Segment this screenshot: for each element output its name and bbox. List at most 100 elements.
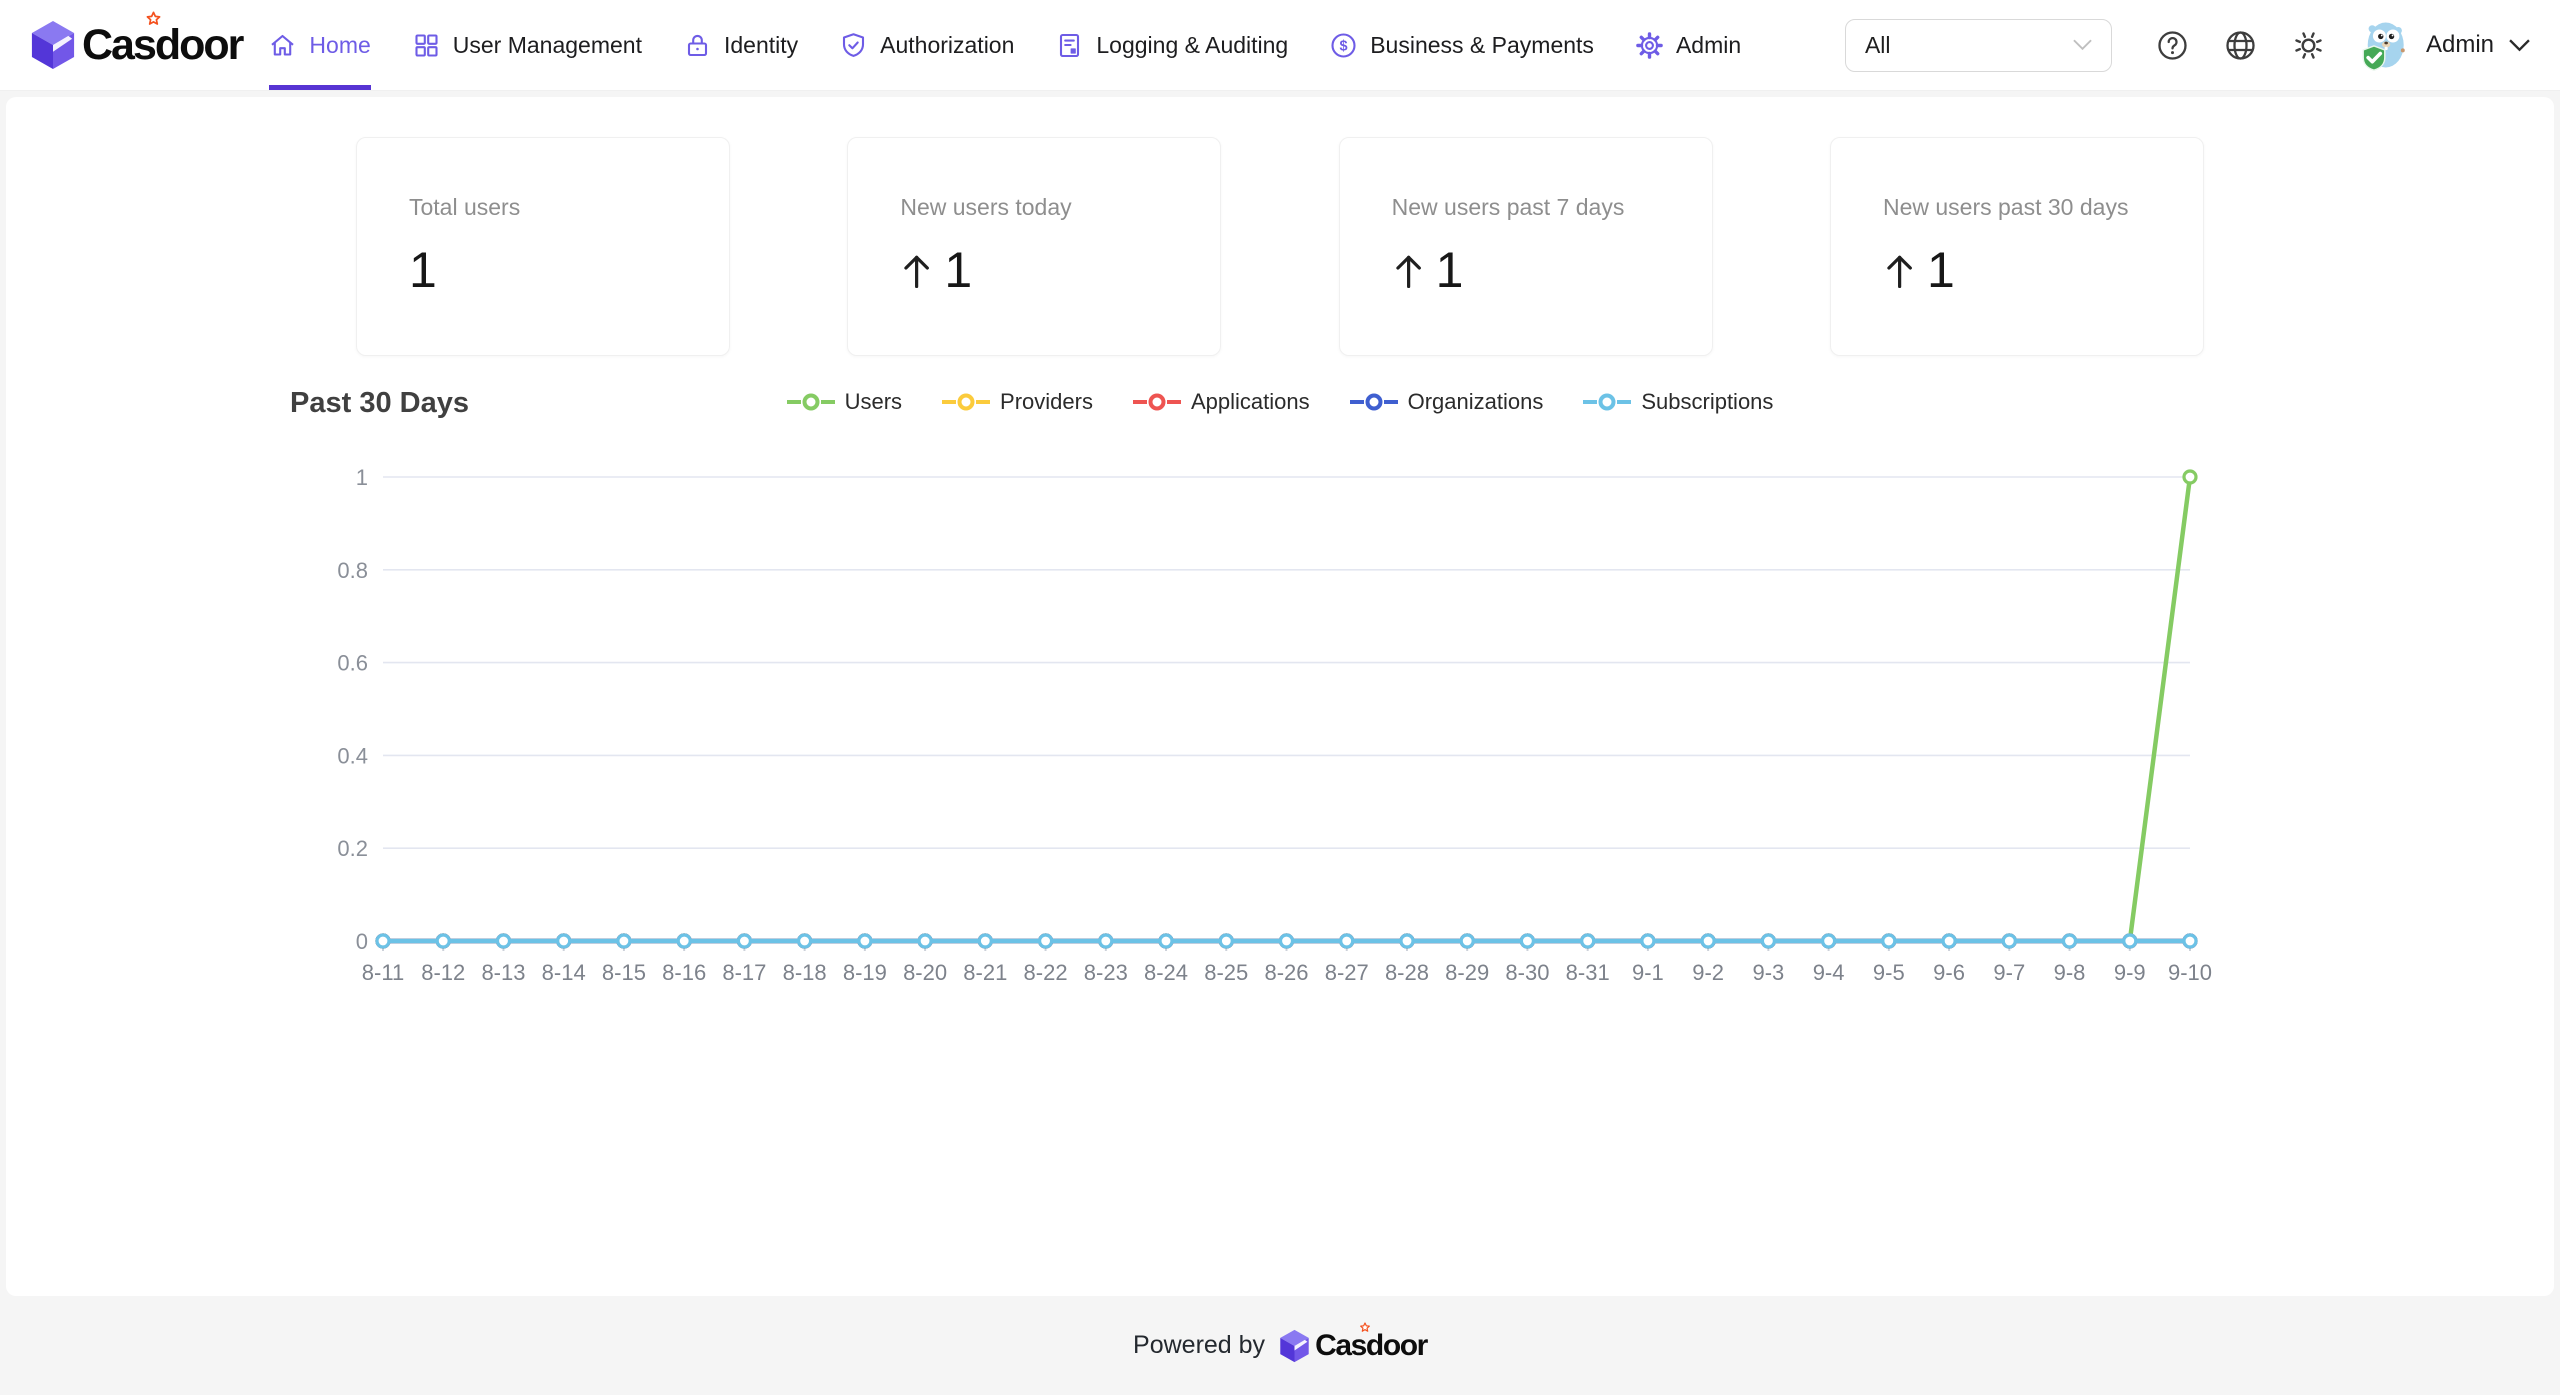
nav-item-user-management[interactable]: User Management	[392, 0, 663, 90]
legend-organizations[interactable]: Organizations	[1349, 389, 1544, 415]
stat-card-total-users: Total users 1	[356, 137, 730, 356]
data-point-subscriptions	[857, 933, 873, 949]
casdoor-logo[interactable]: Casdoor	[30, 11, 244, 70]
theme-sun-button[interactable]	[2288, 24, 2330, 66]
data-point-users	[2182, 469, 2198, 485]
x-tick-label: 9-8	[2054, 960, 2086, 985]
dashboard-line-chart: 00.20.40.60.818-11 8-12 8-13 8-14 8-15 8-16 8-…	[337, 465, 2212, 985]
nav-item-label: Logging & Auditing	[1096, 31, 1289, 58]
data-point-subscriptions	[1037, 933, 1054, 949]
legend-subscriptions[interactable]: Subscriptions	[1583, 389, 1773, 415]
legend-users[interactable]: Users	[786, 389, 903, 415]
nav-item-logging-auditing[interactable]: Logging & Auditing	[1035, 0, 1309, 90]
data-point-subscriptions	[1339, 933, 1355, 949]
legend-applications[interactable]: Applications	[1132, 389, 1310, 415]
data-point-subscriptions	[1278, 933, 1295, 949]
data-point-subscriptions	[2061, 933, 2078, 949]
data-point-subscriptions	[797, 933, 813, 949]
data-point-subscriptions	[435, 933, 451, 949]
logo-star-icon	[146, 11, 161, 25]
organization-select-value: All	[1864, 31, 1891, 58]
x-tick-label: 9-4	[1813, 960, 1845, 985]
user-name[interactable]: Admin	[2425, 31, 2494, 58]
data-point-subscriptions	[1098, 933, 1114, 949]
x-tick-label: 8-28	[1385, 960, 1429, 985]
legend-label: Providers	[1000, 389, 1093, 414]
stat-number: 1	[1435, 242, 1464, 298]
x-axis-labels: 8-11 8-12 8-13 8-14 8-15 8-16 8-17 8-18 8-19 8-20…	[362, 960, 2212, 985]
data-point-subscriptions	[676, 933, 692, 949]
legend-label: Organizations	[1407, 389, 1544, 414]
data-point-subscriptions	[616, 933, 632, 949]
arrow-up-icon	[1392, 252, 1426, 290]
x-tick-label: 8-11	[362, 960, 404, 985]
x-tick-label: 8-14	[542, 960, 586, 985]
footer-casdoor-logo[interactable]: Casdoor	[1279, 1321, 1428, 1363]
data-point-subscriptions	[1640, 933, 1656, 949]
language-globe-button[interactable]	[2220, 24, 2262, 66]
stat-value: 1	[409, 243, 699, 298]
x-tick-label: 8-26	[1264, 960, 1308, 985]
y-tick-label: 0.2	[337, 836, 368, 861]
nav-item-identity[interactable]: Identity	[663, 0, 819, 90]
y-tick-label: 0.4	[337, 743, 368, 768]
x-tick-label: 8-21	[963, 960, 1007, 985]
language-globe-icon	[2225, 30, 2256, 61]
series-subscriptions	[375, 933, 2198, 949]
chevron-down-icon	[2073, 39, 2092, 51]
page-footer: Powered by Casdoor	[0, 1296, 2560, 1395]
nav-item-admin[interactable]: Admin	[1615, 0, 1762, 90]
casdoor-cube-icon	[1280, 1329, 1309, 1362]
legend-label: Subscriptions	[1641, 389, 1774, 414]
x-tick-label: 8-18	[783, 960, 827, 985]
footer-logo-text: Casdoor	[1315, 1328, 1428, 1362]
arrow-up-icon	[900, 252, 934, 290]
nav-item-label: Business & Payments	[1370, 31, 1594, 58]
data-point-subscriptions	[1459, 933, 1475, 949]
nav-item-label: Identity	[723, 31, 799, 58]
nav-item-business-payments[interactable]: $ Business & Payments	[1309, 0, 1615, 90]
user-avatar[interactable]	[2356, 18, 2410, 72]
organization-select[interactable]: All	[1844, 18, 2112, 72]
x-tick-label: 9-3	[1752, 960, 1784, 985]
stat-number: 1	[944, 242, 973, 298]
dollar-circle-icon: $	[1330, 32, 1357, 59]
data-point-subscriptions	[1580, 933, 1596, 949]
legend-label: Applications	[1190, 389, 1310, 414]
chart-title: Past 30 Days	[290, 387, 469, 419]
audit-icon	[1056, 32, 1083, 59]
nav-item-label: User Management	[452, 31, 642, 58]
x-tick-label: 9-2	[1692, 960, 1724, 985]
stats-cards-row: Total users 1 New users today 1 New users pa…	[356, 97, 2204, 356]
user-menu-chevron-icon[interactable]	[2509, 38, 2530, 52]
y-tick-label: 1	[356, 465, 368, 490]
x-tick-label: 8-17	[722, 960, 766, 985]
help-button[interactable]	[2152, 24, 2194, 66]
arrow-up-icon	[1883, 252, 1917, 290]
x-tick-label: 8-22	[1024, 960, 1068, 985]
theme-sun-icon	[2293, 30, 2324, 61]
main-nav: Home User Management Identity Authorization…	[248, 0, 1762, 90]
nav-item-label: Authorization	[880, 31, 1015, 58]
x-tick-label: 8-31	[1566, 960, 1610, 985]
stat-card-new-users-past-7-days: New users past 7 days 1	[1338, 137, 1713, 356]
data-point-subscriptions	[1700, 933, 1716, 949]
series-users	[375, 469, 2198, 949]
x-tick-label: 8-19	[843, 960, 887, 985]
stat-label: New users past 7 days	[1391, 194, 1625, 220]
gear-icon	[1636, 31, 1663, 59]
data-point-subscriptions	[1158, 933, 1174, 949]
home-icon	[269, 32, 296, 59]
nav-item-label: Home	[309, 31, 371, 58]
legend-label: Users	[844, 389, 903, 414]
data-point-subscriptions	[1760, 933, 1777, 949]
help-icon	[2157, 30, 2188, 61]
legend-providers[interactable]: Providers	[942, 389, 1093, 415]
nav-item-authorization[interactable]: Authorization	[819, 0, 1035, 90]
x-tick-label: 8-25	[1204, 960, 1248, 985]
x-tick-label: 9-1	[1632, 960, 1664, 985]
lock-icon	[684, 32, 711, 59]
x-tick-label: 8-16	[662, 960, 706, 985]
nav-item-home[interactable]: Home	[248, 0, 391, 90]
x-tick-label: 8-15	[602, 960, 646, 985]
